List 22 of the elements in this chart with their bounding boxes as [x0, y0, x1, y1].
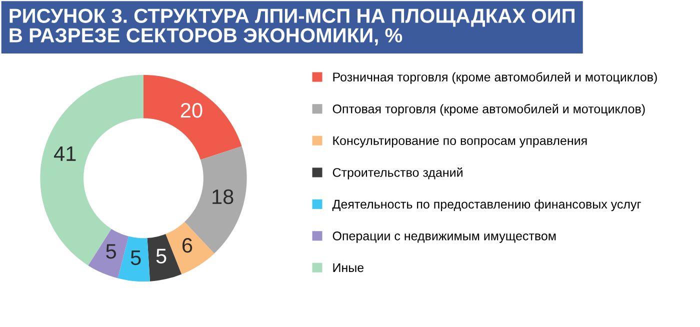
chart-title: РИСУНОК 3. СТРУКТУРА ЛПИ-МСП НА ПЛОЩАДКАХ ОИП В РАЗРЕЗЕ СЕКТОРОВ ЭКОНОМИКИ, %: [10, 8, 574, 46]
donut-slice: [118, 236, 150, 282]
data-label: 5: [156, 248, 166, 264]
data-label: 20: [180, 103, 202, 118]
data-label: 41: [54, 146, 76, 161]
donut-slice: [184, 146, 247, 254]
data-label: 5: [130, 250, 141, 266]
donut-slice: [40, 74, 144, 266]
donut-slice: [147, 234, 182, 282]
data-label: 18: [212, 189, 234, 204]
legend-label: Консультирование по вопросам управления: [333, 136, 587, 148]
legend-label: Оптовая торговля (кроме автомобилей и мотоциклов): [332, 104, 645, 116]
donut-slice: [166, 222, 214, 274]
legend-label: Розничная торговля (кроме автомобилей и мотоциклов): [333, 72, 657, 84]
legend-label: Деятельность по предоставлению финансовых услуг: [332, 199, 641, 212]
legend-label: Строительство зданий: [332, 168, 462, 180]
data-label: 5: [106, 244, 116, 259]
data-label: 6: [182, 238, 192, 253]
legend-label: Иные: [333, 263, 364, 272]
legend-label: Операции с недвижимым имуществом: [332, 232, 556, 243]
donut-slice: [144, 74, 242, 160]
donut-slice: [88, 228, 129, 278]
